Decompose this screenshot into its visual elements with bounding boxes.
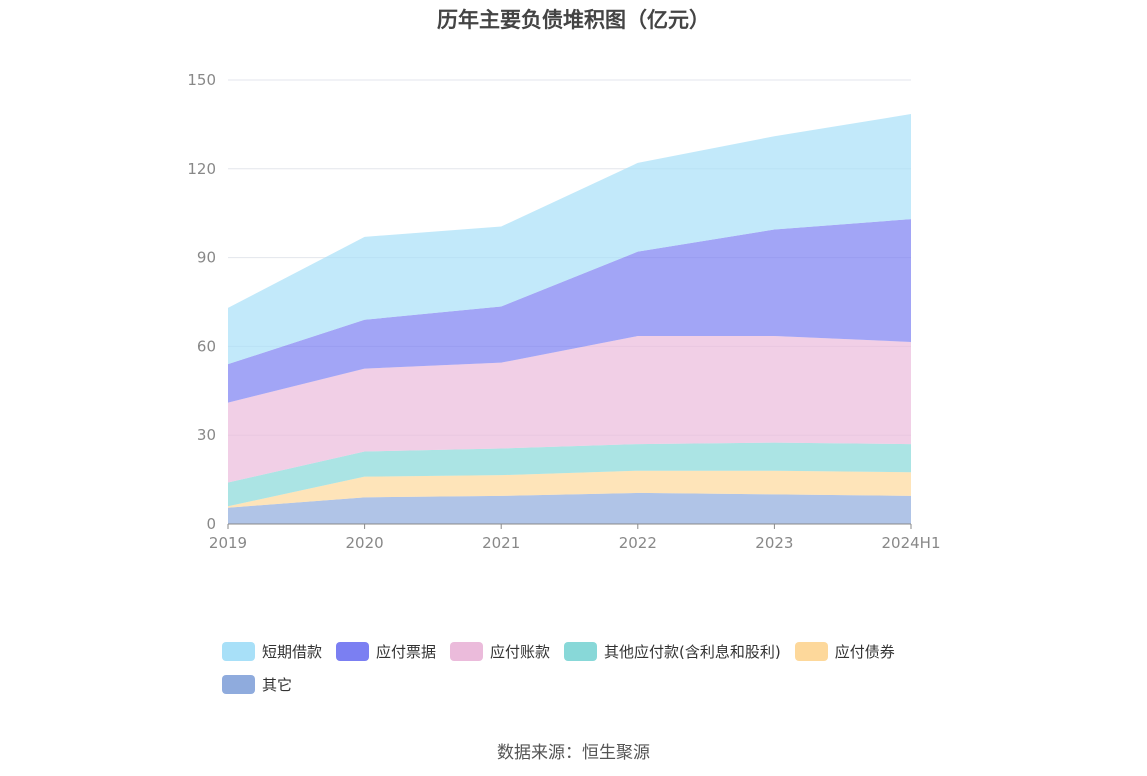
legend-label: 应付票据 (376, 643, 437, 661)
legend-item[interactable]: 应付债券 (794, 641, 895, 662)
legend-label: 其他应付款(含利息和股利) (604, 643, 781, 661)
legend-swatch (564, 642, 598, 661)
legend: 短期借款 应付票据 应付账款 其他应付款(含利息和股利) 应付债券其它 (222, 641, 982, 707)
y-tick-label: 150 (187, 71, 216, 89)
legend-swatch (222, 675, 255, 694)
legend-label: 其它 (262, 676, 293, 694)
y-tick-label: 120 (187, 160, 216, 178)
legend-item[interactable]: 短期借款 (222, 641, 322, 662)
x-tick-label: 2023 (755, 534, 793, 552)
x-tick-label: 2019 (209, 534, 247, 552)
area-series-3 (228, 336, 911, 483)
area-series-2 (228, 442, 911, 507)
x-tick-label: 2020 (346, 534, 384, 552)
y-tick-label: 0 (206, 515, 216, 533)
legend-label: 短期借款 (262, 643, 323, 661)
area-series-5 (228, 114, 911, 365)
legend-item[interactable]: 其他应付款(含利息和股利) (564, 641, 781, 662)
x-tick-label: 2022 (619, 534, 657, 552)
axes: 0 30 60 90 120 150 2019 2020 2021 2022 2023 2024H1 (187, 71, 940, 552)
legend-label: 应付账款 (490, 643, 551, 661)
area-series-4 (228, 219, 911, 403)
legend-swatch (450, 642, 484, 661)
area-series-0 (228, 492, 911, 524)
x-tick-label: 2021 (482, 534, 520, 552)
area-series-1 (228, 470, 911, 508)
legend-item[interactable]: 应付账款 (450, 641, 550, 662)
y-tick-label: 90 (197, 249, 216, 267)
y-tick-label: 30 (197, 426, 216, 444)
legend-item[interactable]: 应付票据 (336, 641, 436, 662)
source-note: 数据来源：恒生聚源 (497, 743, 650, 763)
legend-swatch (336, 642, 370, 661)
legend-item[interactable]: 其它 (222, 674, 292, 695)
y-tick-label: 60 (197, 337, 216, 355)
x-tick-label: 2024H1 (882, 534, 941, 552)
legend-swatch (794, 642, 828, 661)
chart-title: 历年主要负债堆积图（亿元） (437, 8, 710, 32)
area-series (228, 114, 911, 524)
legend-label: 应付债券 (834, 643, 895, 661)
legend-swatch (222, 642, 255, 661)
